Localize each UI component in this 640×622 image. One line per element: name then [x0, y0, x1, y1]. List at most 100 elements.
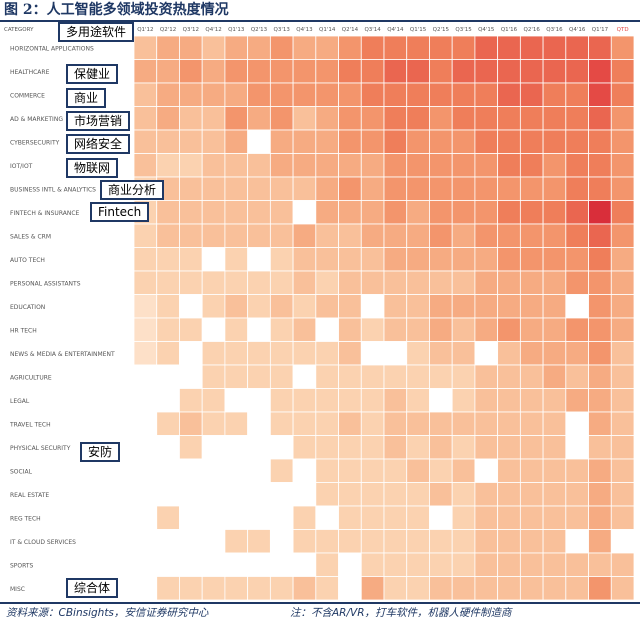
heatmap-cell [338, 270, 362, 295]
heatmap-cell [429, 106, 453, 131]
heatmap-cell [133, 411, 158, 436]
heatmap-cell [269, 388, 294, 413]
column-label: Q2'16 [524, 27, 541, 33]
heatmap-cell [292, 35, 317, 60]
heatmap-cell [156, 388, 180, 413]
heatmap-cell [588, 294, 612, 319]
heatmap-cell [315, 106, 339, 131]
heatmap-cell [542, 341, 567, 366]
heatmap-cell [429, 576, 453, 600]
heatmap-cell [565, 247, 589, 272]
heatmap-cell [406, 294, 430, 319]
heatmap-cell [542, 129, 567, 154]
heatmap-cell [292, 153, 317, 178]
annotation-cybersecurity: 网络安全 [66, 134, 131, 154]
column-label: Q1'12 [137, 27, 153, 33]
heatmap-cell [610, 505, 635, 530]
heatmap-cell [338, 317, 362, 342]
heatmap-cell [588, 200, 612, 225]
heatmap-cell [179, 411, 203, 436]
heatmap-cell [610, 153, 635, 178]
heatmap-cell [269, 435, 294, 460]
heatmap-cell [429, 82, 453, 107]
heatmap-cell [269, 106, 294, 131]
heatmap-cell [292, 458, 317, 483]
heatmap-cell [269, 35, 294, 60]
heatmap-cell [224, 576, 249, 600]
heatmap-cell [315, 59, 339, 84]
heatmap-cell [451, 106, 476, 131]
heatmap-cell [315, 200, 339, 225]
heatmap-cell [610, 176, 635, 201]
heatmap-cell [156, 552, 180, 577]
column-label: Q2'12 [160, 27, 176, 33]
heatmap-cell [315, 552, 339, 577]
heatmap-cell [497, 411, 521, 436]
row-label: LEGAL [10, 398, 30, 405]
heatmap-cell [451, 153, 476, 178]
heatmap-cell [247, 364, 271, 389]
heatmap-cell [247, 576, 271, 600]
heatmap-cell [269, 270, 294, 295]
heatmap-cell [292, 82, 317, 107]
heatmap-cell [451, 364, 476, 389]
heatmap-cell [383, 529, 408, 554]
heatmap-cell [383, 482, 408, 507]
heatmap-cell [315, 294, 339, 319]
column-label: Q4'14 [387, 27, 404, 33]
heatmap-cell [565, 411, 589, 436]
heatmap-cell [201, 341, 226, 366]
heatmap-cell [315, 317, 339, 342]
heatmap-cell [133, 576, 158, 600]
heatmap-cell [133, 317, 158, 342]
heatmap-cell [519, 35, 544, 60]
heatmap-cell [565, 200, 589, 225]
heatmap-cell [224, 35, 249, 60]
heatmap-cell [224, 505, 249, 530]
heatmap-cell [383, 106, 408, 131]
heatmap-cell [247, 129, 271, 154]
heatmap-cell [588, 247, 612, 272]
heatmap-cell [610, 129, 635, 154]
heatmap-cell [292, 552, 317, 577]
heatmap-cell [360, 294, 385, 319]
heatmap-cell [247, 294, 271, 319]
heatmap-cell [565, 364, 589, 389]
heatmap-cell [133, 294, 158, 319]
column-label: QTD [617, 27, 629, 33]
heatmap-cell [201, 411, 226, 436]
heatmap-cell [519, 482, 544, 507]
heatmap-cell [201, 576, 226, 600]
heatmap-cell [451, 505, 476, 530]
heatmap-cell [610, 458, 635, 483]
heatmap-cell [406, 435, 430, 460]
heatmap-cell [224, 458, 249, 483]
heatmap-cell [269, 247, 294, 272]
heatmap-cell [269, 176, 294, 201]
heatmap-cell [179, 153, 203, 178]
heatmap-cell [542, 82, 567, 107]
heatmap-cell [179, 364, 203, 389]
heatmap-cell [474, 82, 499, 107]
heatmap-cell [429, 435, 453, 460]
heatmap-cell [451, 176, 476, 201]
heatmap-cell [315, 223, 339, 248]
heatmap-cell [610, 200, 635, 225]
heatmap-cell [315, 35, 339, 60]
heatmap-cell [610, 106, 635, 131]
heatmap-cell [383, 35, 408, 60]
row-label: REAL ESTATE [10, 492, 49, 499]
row-label: EDUCATION [10, 304, 45, 311]
heatmap-cell [360, 153, 385, 178]
column-label: Q4'16 [569, 27, 586, 33]
row-label: COMMERCE [10, 92, 45, 99]
heatmap-cell [451, 482, 476, 507]
heatmap-cell [383, 200, 408, 225]
column-label: Q1'16 [501, 27, 518, 33]
heatmap-cell [269, 576, 294, 600]
heatmap-cell [519, 223, 544, 248]
heatmap-cell [156, 247, 180, 272]
heatmap-cell [588, 35, 612, 60]
heatmap-cell [360, 200, 385, 225]
heatmap-cell [610, 82, 635, 107]
